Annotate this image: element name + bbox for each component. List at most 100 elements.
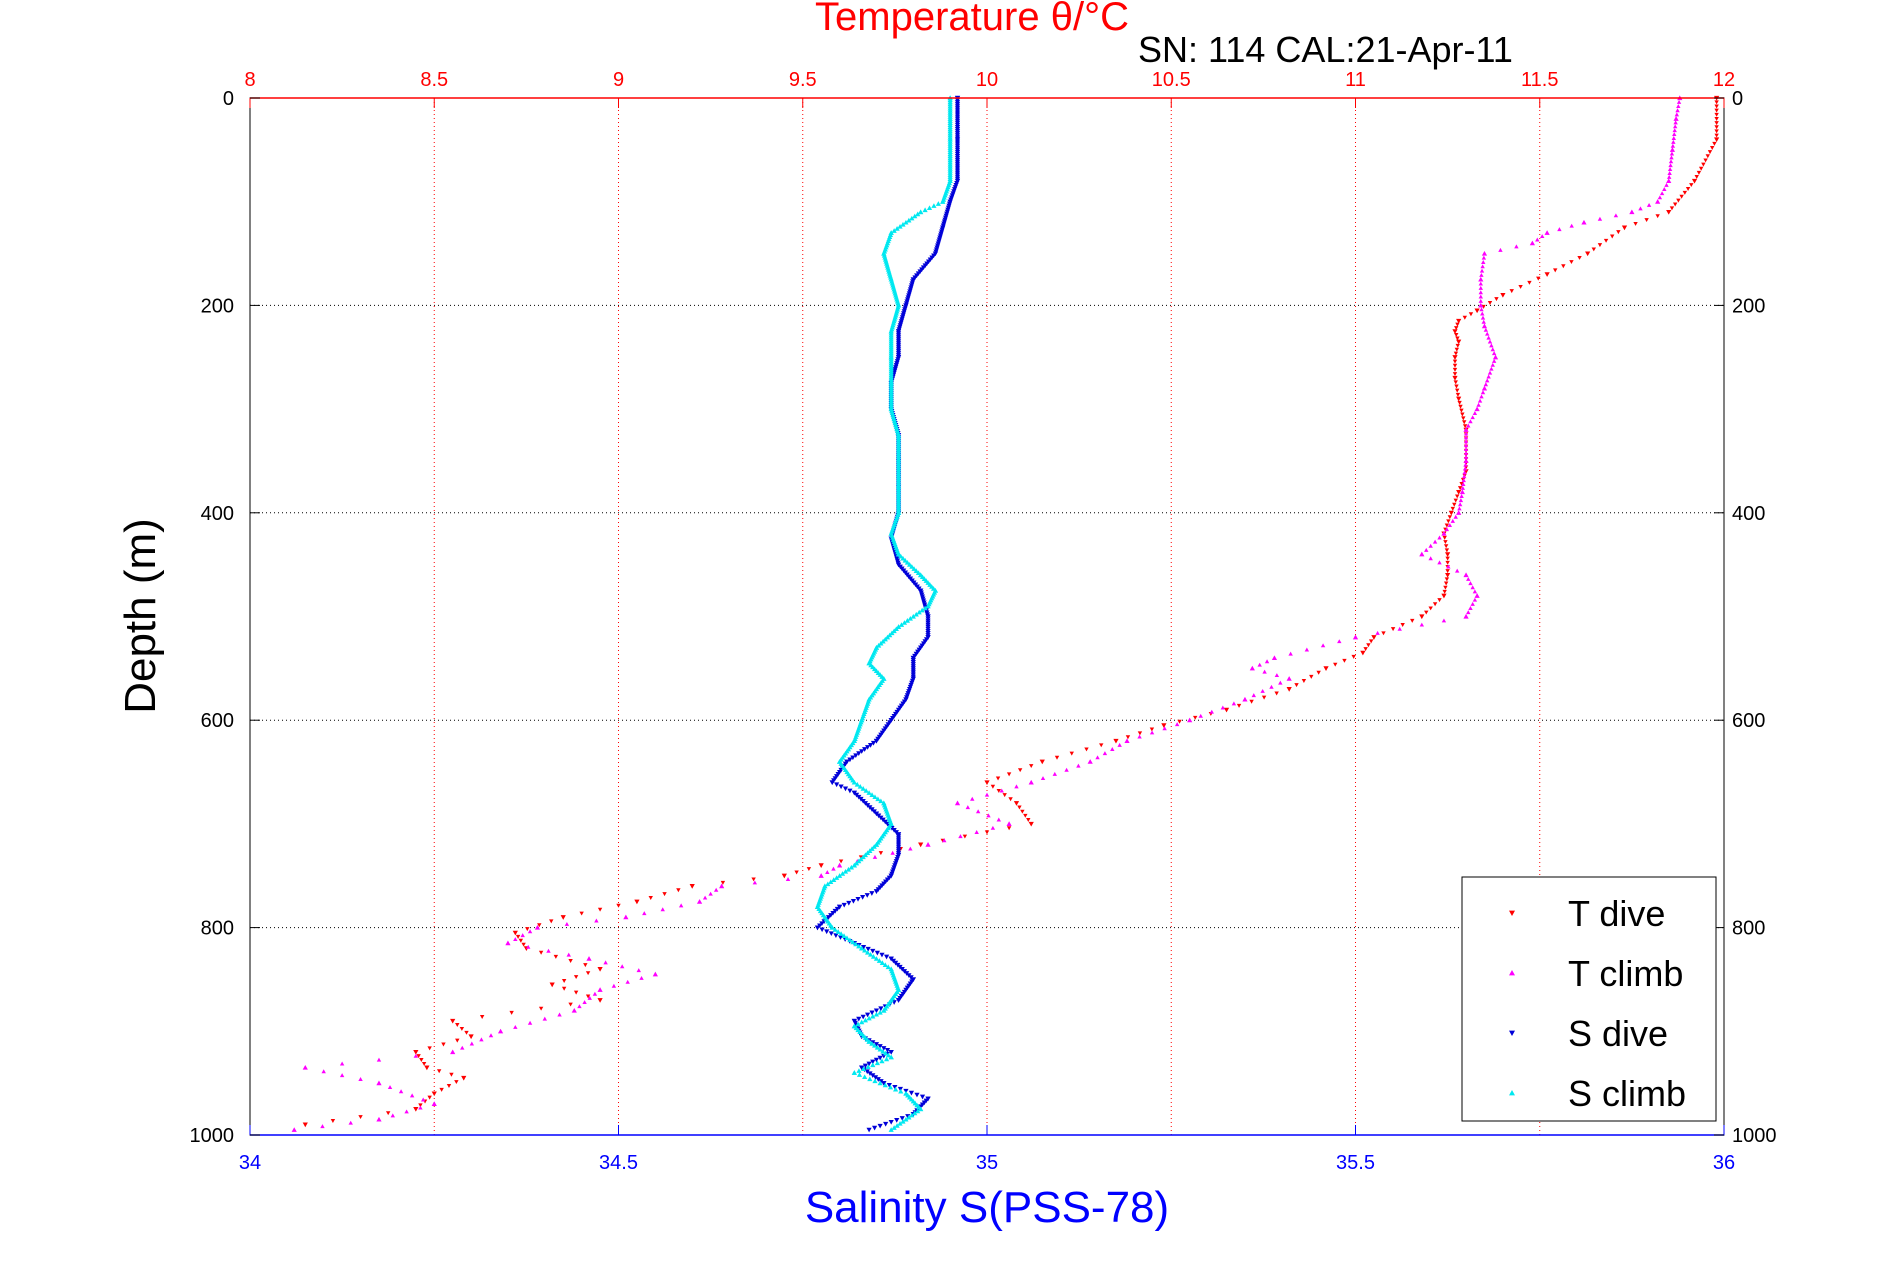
top-axis-title: Temperature θ/°C	[815, 0, 1129, 39]
data-point	[833, 933, 839, 938]
data-point	[427, 1095, 432, 1100]
data-point	[1039, 759, 1045, 765]
data-point	[869, 846, 875, 851]
data-point	[582, 1000, 587, 1005]
data-point	[513, 1024, 518, 1029]
data-point	[1714, 137, 1720, 143]
data-point	[1698, 166, 1704, 171]
data-point	[855, 897, 861, 902]
data-point	[579, 911, 584, 916]
data-point	[935, 201, 941, 206]
data-point	[818, 863, 824, 868]
data-point	[1701, 162, 1706, 167]
data-point	[1428, 543, 1433, 548]
data-point	[1707, 150, 1713, 155]
data-point	[1703, 158, 1708, 163]
data-point	[893, 1086, 899, 1092]
data-point	[1432, 539, 1438, 544]
data-point	[1286, 687, 1292, 692]
data-point	[851, 779, 857, 785]
top-tick-label: 11	[1345, 69, 1366, 91]
data-point	[573, 990, 579, 995]
data-point	[1481, 255, 1487, 260]
data-point	[1714, 125, 1719, 130]
data-point	[1257, 662, 1262, 667]
data-point	[888, 530, 894, 536]
data-point	[883, 954, 890, 960]
data-point	[1483, 327, 1489, 332]
data-point	[404, 1109, 409, 1114]
data-point	[1455, 343, 1460, 348]
data-point	[1400, 623, 1405, 627]
data-point	[1087, 759, 1093, 764]
data-point	[875, 796, 881, 802]
data-point	[1316, 670, 1321, 675]
data-point	[1489, 343, 1494, 348]
data-point	[1644, 218, 1649, 223]
y-axis-label: Depth (m)	[116, 518, 165, 714]
data-point	[877, 1055, 883, 1061]
data-point	[1294, 683, 1299, 688]
data-point	[1459, 482, 1464, 486]
top-tick-label: 12	[1713, 69, 1735, 91]
data-point	[954, 137, 961, 143]
data-point	[561, 986, 567, 991]
data-point	[1286, 676, 1292, 681]
data-point	[1020, 809, 1025, 814]
data-point	[1481, 259, 1486, 264]
data-point	[676, 888, 681, 893]
data-point	[870, 1073, 876, 1078]
data-point	[1462, 474, 1467, 479]
data-point	[1500, 292, 1506, 298]
data-point	[1397, 626, 1402, 631]
data-point	[844, 935, 850, 941]
data-point	[900, 221, 906, 227]
data-point	[806, 867, 812, 872]
bottom-tick-label: 34.5	[599, 1152, 638, 1174]
legend-marker	[1509, 1030, 1515, 1036]
data-point	[1479, 394, 1484, 399]
data-point	[886, 1083, 892, 1088]
data-point	[892, 1084, 898, 1090]
data-point	[872, 794, 878, 800]
data-point	[1452, 329, 1458, 334]
data-point	[696, 899, 703, 904]
data-point	[913, 568, 919, 573]
data-point	[376, 1116, 382, 1122]
data-point	[1443, 585, 1448, 590]
data-point	[1363, 647, 1368, 652]
data-point	[520, 933, 525, 938]
data-point	[1569, 260, 1574, 265]
data-point	[888, 956, 894, 962]
data-point	[1478, 302, 1484, 308]
left-tick-label: 800	[201, 918, 234, 940]
data-point	[1616, 230, 1621, 235]
data-point	[829, 925, 835, 930]
data-point	[859, 1065, 865, 1071]
data-point	[1691, 178, 1698, 184]
data-point	[873, 645, 880, 650]
data-point	[1459, 489, 1465, 495]
data-point	[1099, 743, 1104, 748]
data-point	[1445, 552, 1451, 557]
data-point	[549, 919, 554, 924]
data-point	[866, 790, 872, 795]
data-point	[865, 1064, 871, 1070]
data-point	[1667, 170, 1672, 175]
data-point	[872, 1042, 878, 1048]
data-point	[1666, 178, 1672, 184]
data-point	[995, 776, 1001, 781]
data-point	[1462, 315, 1468, 320]
data-point	[1474, 406, 1480, 412]
series-layer	[291, 95, 1720, 1133]
data-point	[895, 355, 902, 360]
data-point	[719, 883, 725, 889]
data-point	[1664, 182, 1669, 187]
data-point	[1714, 100, 1719, 105]
data-point	[662, 892, 667, 897]
data-point	[1671, 135, 1676, 140]
data-point	[1672, 124, 1678, 129]
data-point	[1424, 547, 1429, 552]
data-point	[834, 782, 840, 788]
data-point	[419, 1058, 424, 1063]
